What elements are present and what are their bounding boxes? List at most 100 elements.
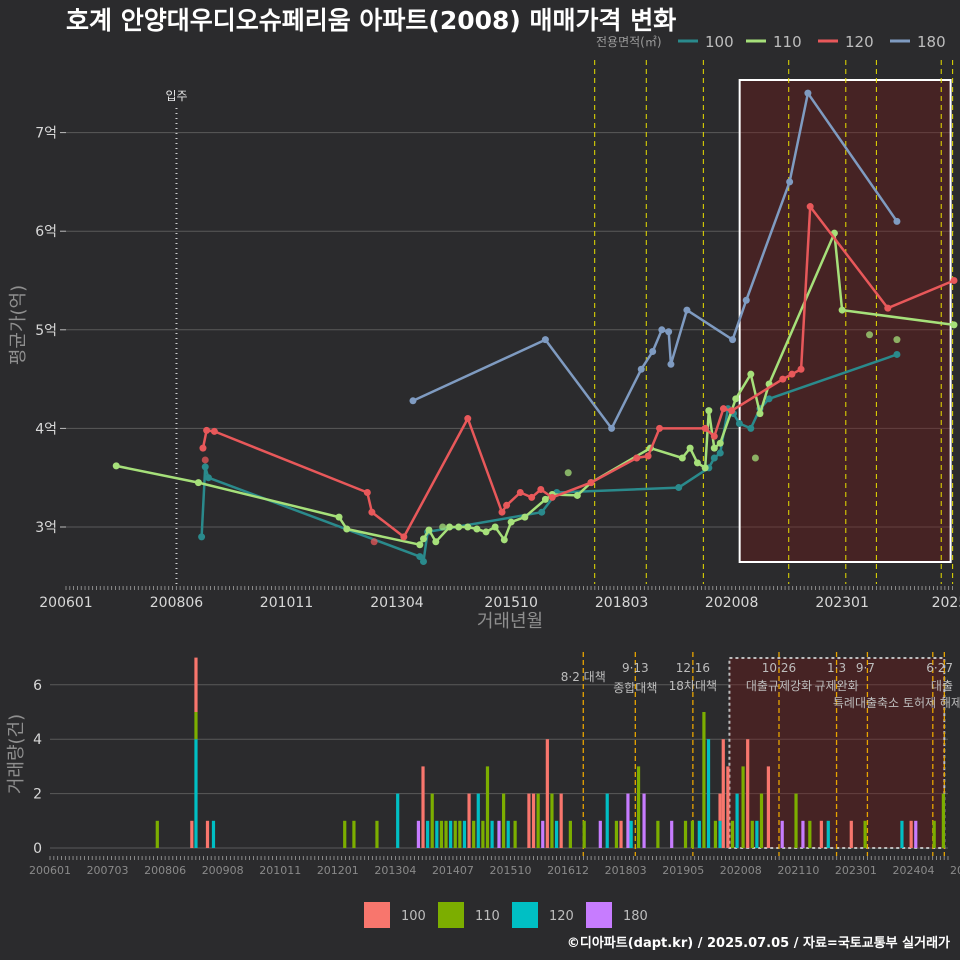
data-point (747, 370, 755, 378)
volume-bar (626, 793, 630, 848)
policy-label: 12·16 18차대책 (669, 661, 717, 693)
data-point (482, 528, 490, 536)
data-point (732, 395, 740, 403)
volume-bar (909, 820, 913, 848)
volume-bar (481, 820, 485, 848)
data-point (637, 365, 645, 373)
volume-bar (485, 766, 490, 848)
data-point (194, 479, 202, 487)
volume-bar (559, 793, 563, 848)
data-point (756, 410, 764, 418)
volume-bar (642, 793, 646, 848)
volume-bar (155, 820, 159, 848)
data-point (786, 178, 794, 186)
data-point (491, 523, 499, 531)
volume-x-tick-label: 201304 (374, 864, 416, 877)
data-point (199, 444, 207, 452)
volume-bar (932, 820, 936, 848)
data-point (425, 526, 433, 534)
data-point (368, 508, 376, 516)
volume-bar (550, 793, 554, 848)
volume-bar (766, 766, 770, 848)
legend-label: 100 (401, 909, 426, 924)
volume-y-axis-title: 거래량(건) (6, 714, 27, 794)
data-point (728, 407, 736, 415)
data-point (658, 326, 666, 334)
data-point (416, 553, 424, 561)
volume-x-tick-label: 200908 (202, 864, 244, 877)
data-point (701, 464, 709, 472)
volume-bar (636, 766, 641, 848)
volume-bar (750, 820, 754, 848)
volume-bar (490, 820, 494, 848)
volume-bar (721, 739, 725, 848)
y-tick-label: 4억 (35, 421, 57, 437)
data-point (528, 493, 536, 501)
volume-bar (343, 820, 347, 848)
volume-bar (755, 820, 759, 848)
data-point (370, 538, 378, 546)
volume-x-tick-label: 202008 (720, 864, 762, 877)
volume-bar (476, 793, 480, 848)
data-point (432, 538, 440, 546)
volume-bar (741, 766, 745, 848)
volume-bar (759, 793, 764, 848)
policy-label-date: 6·27 (926, 661, 953, 675)
legend-label: 180 (917, 33, 946, 51)
volume-bar (718, 793, 722, 821)
volume-bar (849, 820, 853, 848)
volume-bar (706, 739, 711, 848)
volume-bar (527, 793, 531, 848)
volume-legend: 100 110 120 180 (364, 902, 648, 928)
data-point (521, 513, 529, 521)
data-point (204, 474, 212, 482)
volume-bar (619, 820, 623, 848)
data-point (710, 454, 718, 462)
data-point (950, 277, 958, 284)
data-point (503, 501, 511, 509)
data-point (884, 304, 892, 312)
data-point (439, 523, 447, 531)
volume-bar (941, 793, 945, 848)
data-point (538, 508, 546, 516)
volume-x-tick-label: 202404 (892, 864, 934, 877)
volume-bar (670, 820, 674, 848)
volume-x-tick-label: 201803 (605, 864, 647, 877)
policy-label-date: 9·7 (856, 661, 875, 675)
volume-bar (513, 820, 517, 848)
volume-bar (914, 820, 918, 848)
data-point (500, 536, 508, 544)
data-point (198, 533, 206, 541)
data-point (564, 469, 572, 477)
y-tick-label: 7억 (35, 126, 57, 142)
data-point (705, 407, 713, 415)
volume-bar (416, 820, 421, 848)
policy-label: 8·2 대책 (561, 669, 606, 684)
chart-title: 호계 안양대우디오슈페리움 아파트(2008) 매매가격 변화 (66, 6, 676, 35)
data-point (751, 454, 759, 462)
data-point (541, 495, 549, 503)
volume-bar (900, 820, 904, 848)
volume-x-tick-label: 202301 (835, 864, 877, 877)
volume-bar (718, 820, 722, 848)
data-point (649, 347, 657, 355)
legend-swatch (364, 902, 390, 928)
x-tick-label: 200806 (150, 595, 204, 611)
volume-bar (713, 820, 718, 848)
data-point (742, 296, 750, 304)
policy-label-name: 대출 (931, 679, 953, 693)
volume-bar (614, 820, 619, 848)
policy-label: 9·7 특례대출축소 토허제 해제 (833, 661, 960, 710)
data-point (893, 350, 901, 358)
volume-bar (375, 820, 379, 848)
volume-bar (426, 820, 430, 848)
data-point (710, 444, 718, 452)
volume-bar (780, 820, 784, 848)
volume-bar (462, 820, 467, 848)
policy-label-text: 8·2 대책 (561, 669, 606, 684)
data-point (210, 427, 218, 435)
volume-bar (863, 820, 867, 848)
series-180 (409, 89, 901, 432)
x-tick-label: 202301 (815, 595, 868, 611)
policy-label-name: 규제완화 (814, 679, 858, 693)
